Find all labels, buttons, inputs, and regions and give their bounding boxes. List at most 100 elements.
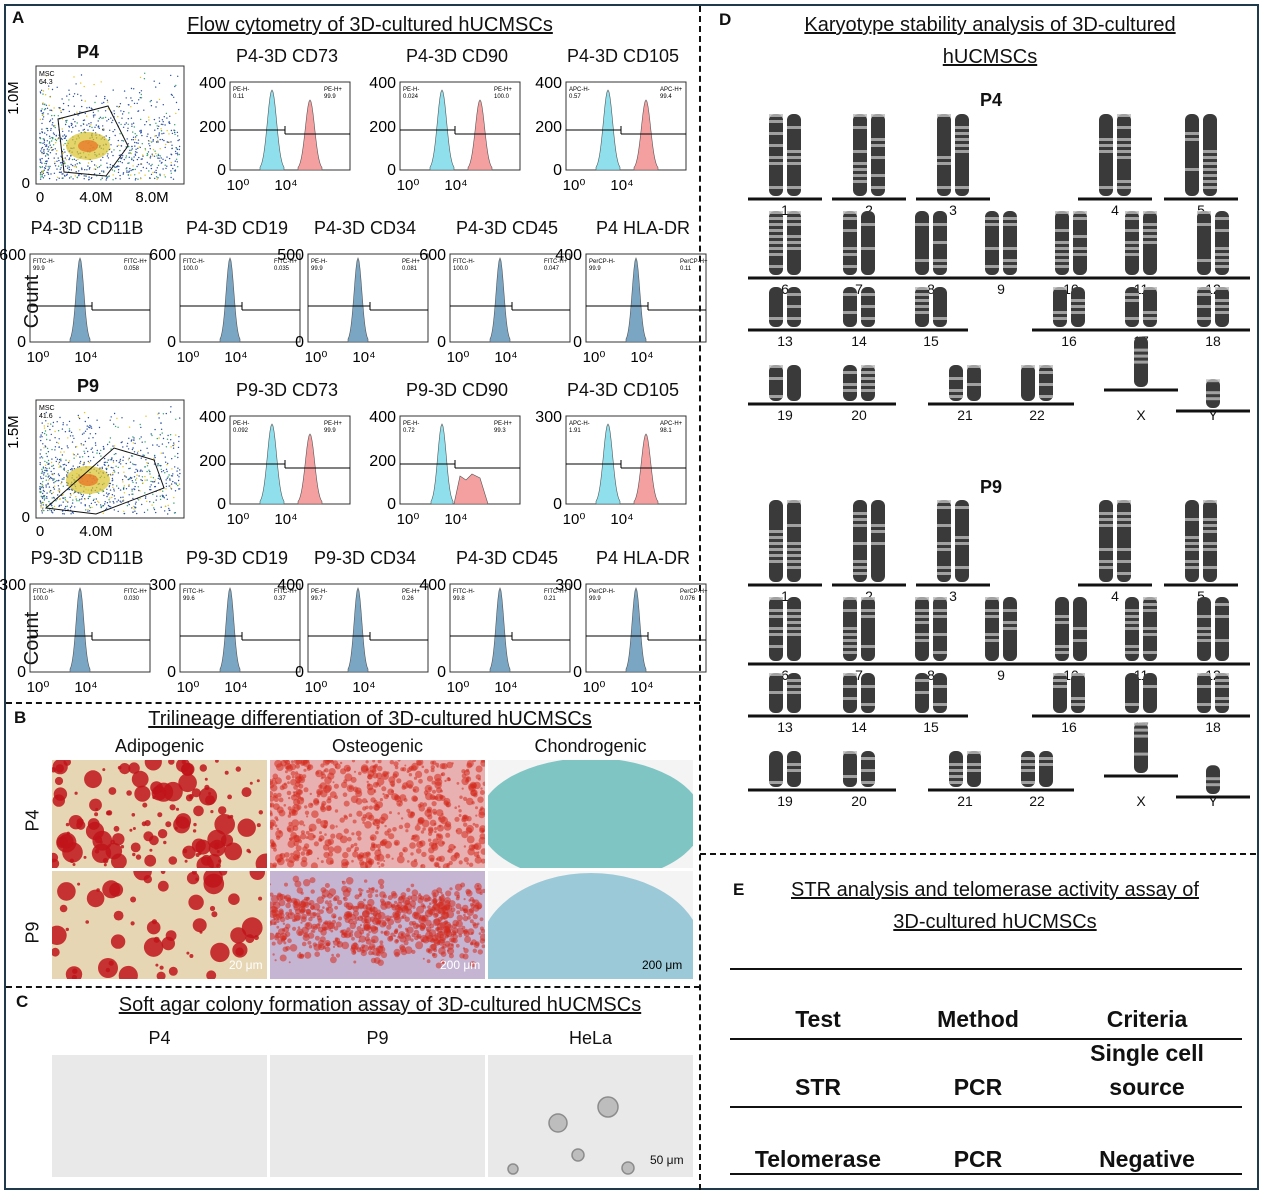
chromosome-band (769, 627, 783, 630)
event-dot (133, 463, 135, 466)
chromosome-band (949, 395, 963, 398)
event-dot (87, 450, 89, 453)
event-dot (95, 444, 97, 446)
chromosome-pair-9 (964, 597, 1038, 666)
calcium-deposit (369, 834, 377, 841)
event-dot (71, 131, 73, 133)
event-dot (177, 154, 179, 156)
calcium-deposit (310, 929, 314, 933)
calcium-deposit (443, 900, 446, 903)
calcium-deposit (481, 944, 485, 949)
calcium-deposit (360, 915, 364, 919)
calcium-deposit (479, 938, 485, 944)
y-tick-max: 300 (535, 409, 562, 426)
event-dot (163, 139, 165, 142)
event-dot (89, 167, 91, 169)
calcium-deposit (388, 833, 395, 840)
event-dot (64, 507, 66, 510)
calcium-deposit (274, 824, 278, 828)
y-tick-max: 400 (555, 247, 582, 264)
event-dot (118, 461, 120, 464)
event-dot (107, 108, 109, 110)
event-dot (154, 171, 156, 173)
chromosome-band (861, 247, 875, 250)
event-dot (44, 155, 47, 157)
event-dot (119, 500, 121, 502)
event-dot (99, 504, 102, 506)
lipid-droplet (157, 880, 169, 892)
event-dot (139, 470, 141, 472)
calcium-deposit (304, 805, 308, 809)
calcium-deposit (300, 921, 303, 924)
event-dot (111, 121, 113, 124)
event-dot (178, 476, 180, 478)
event-dot (57, 115, 59, 117)
event-dot (92, 116, 95, 118)
event-dot (70, 431, 73, 434)
calcium-deposit (332, 915, 336, 919)
event-dot (112, 467, 114, 469)
event-dot (65, 159, 67, 161)
event-dot (76, 176, 79, 179)
lipid-droplet (65, 927, 69, 932)
lipid-droplet (157, 829, 168, 839)
event-dot (152, 477, 155, 479)
event-dot (113, 110, 115, 112)
event-dot (140, 457, 142, 459)
chromosome-band (1099, 548, 1113, 551)
calcium-deposit (328, 768, 336, 776)
event-dot (146, 135, 148, 138)
chromosome-band (871, 144, 885, 147)
event-dot (124, 475, 126, 477)
calcium-deposit (335, 832, 343, 840)
chromosome-band (1125, 217, 1139, 220)
chromosome-band (933, 259, 947, 262)
lipid-droplet (198, 851, 202, 856)
event-dot (65, 500, 68, 502)
calcium-deposit (362, 910, 370, 918)
event-dot (123, 486, 125, 489)
event-dot (127, 459, 130, 461)
chromosome-band (1215, 259, 1229, 262)
event-dot (134, 145, 136, 147)
calcium-deposit (346, 784, 355, 793)
lipid-droplet (248, 850, 252, 854)
event-dot (57, 463, 60, 465)
calcium-deposit (407, 811, 415, 819)
lipid-droplet (256, 823, 261, 828)
event-dot (40, 449, 42, 451)
calcium-deposit (479, 917, 484, 922)
chromosome-pair-18 (1176, 287, 1250, 332)
calcium-deposit (295, 845, 302, 852)
event-dot (153, 118, 156, 121)
event-dot (51, 124, 53, 126)
chromosome-pair-20 (822, 751, 896, 792)
chromosome-number: 9 (997, 281, 1005, 297)
event-dot (117, 115, 119, 118)
event-dot (137, 163, 140, 166)
event-dot (81, 495, 84, 498)
event-dot (39, 118, 42, 121)
event-dot (166, 165, 168, 167)
calcium-deposit (330, 833, 336, 839)
chromosome-band (1073, 627, 1087, 630)
chromosome-band (915, 621, 929, 624)
chromosome-band (949, 377, 963, 380)
event-dot (66, 119, 68, 122)
event-dot (144, 124, 146, 126)
event-dot (68, 126, 71, 128)
event-dot (68, 157, 71, 159)
event-dot (58, 488, 60, 490)
calcium-deposit (366, 933, 370, 937)
gate-pos-label: FITC-H+ (274, 589, 298, 595)
event-dot (128, 467, 130, 470)
event-dot (156, 101, 158, 103)
calcium-deposit (288, 909, 293, 913)
chromosome-band (1125, 253, 1139, 256)
calcium-deposit (475, 814, 478, 817)
event-dot (122, 487, 125, 490)
event-dot (41, 82, 43, 85)
event-dot (111, 151, 113, 153)
lipid-droplet (241, 787, 252, 798)
